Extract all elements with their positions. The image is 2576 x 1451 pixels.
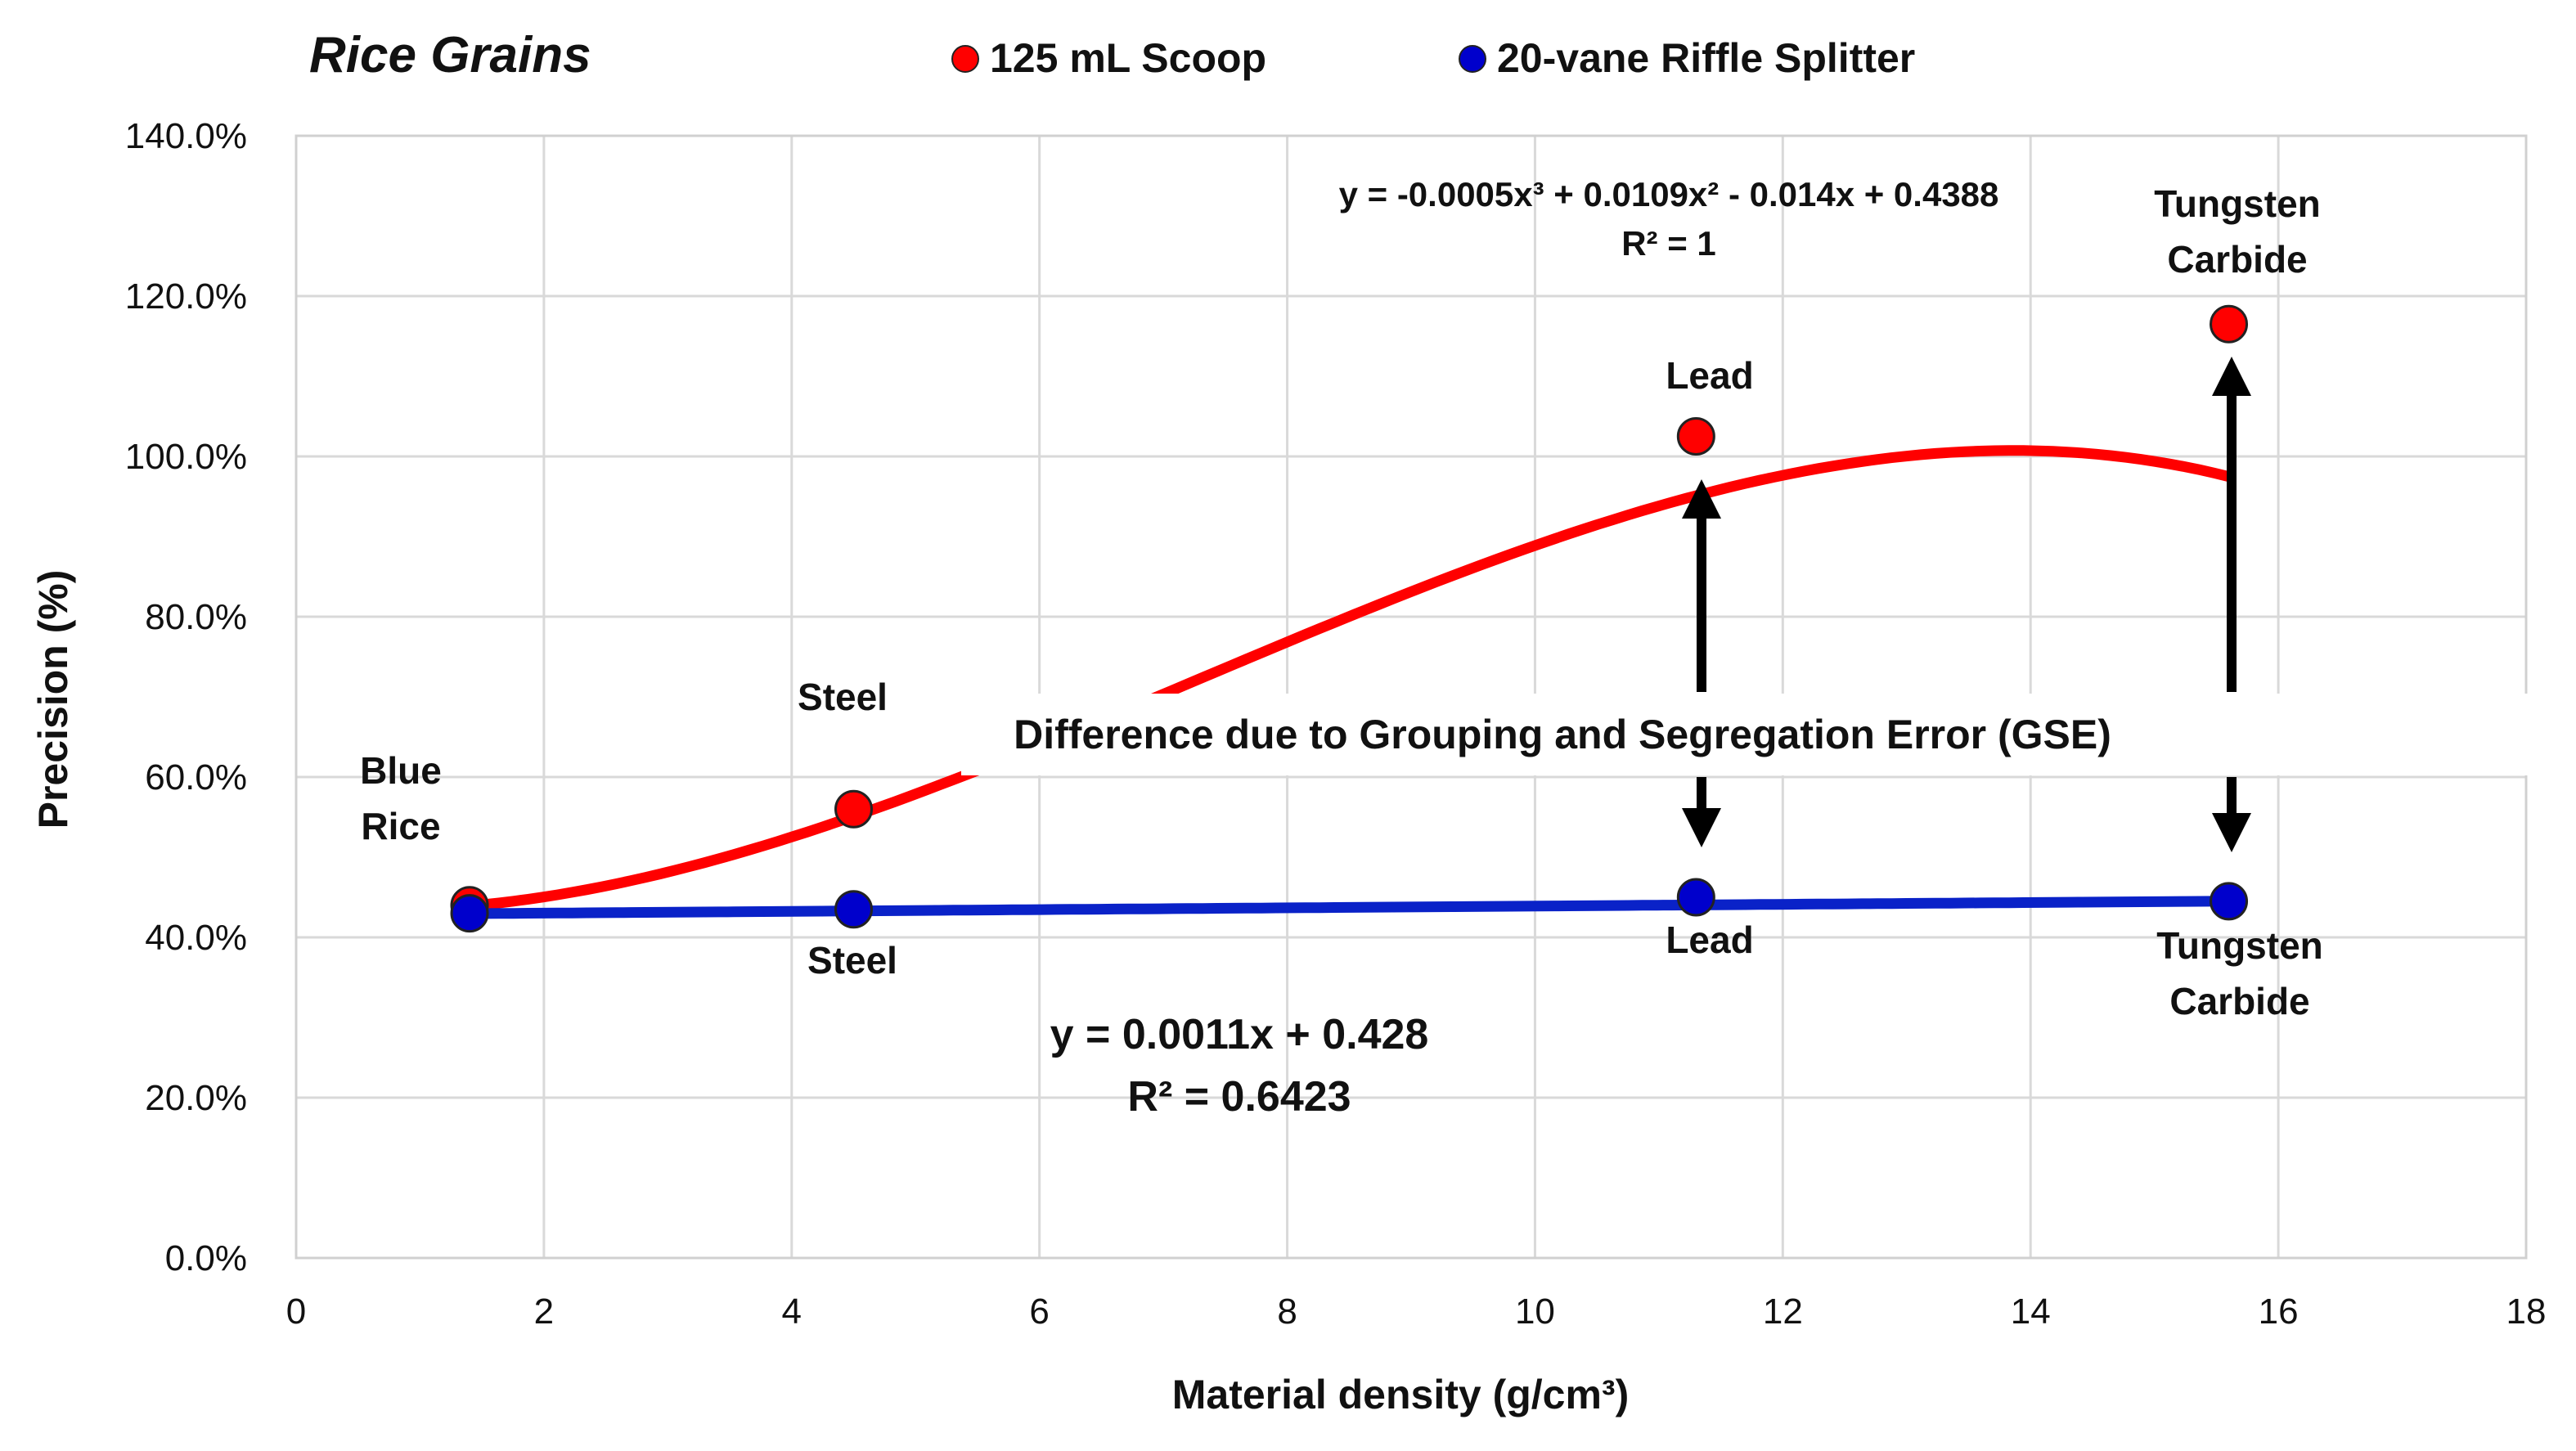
x-tick-label: 12 (1763, 1292, 1803, 1332)
y-tick-label: 40.0% (145, 918, 247, 958)
scoop-point (1676, 417, 1715, 456)
label-scoop-blue-rice-line1: Blue Rice (360, 749, 442, 847)
legend-label-riffle: 20-vane Riffle Splitter (1497, 35, 1915, 81)
label-riffle-lead: Lead (1666, 919, 1753, 961)
y-tick-label: 60.0% (145, 757, 247, 797)
riffle-equation: y = 0.0011x + 0.428 (1050, 1011, 1429, 1058)
y-tick-label: 140.0% (125, 116, 247, 156)
x-tick-label: 8 (1277, 1292, 1297, 1332)
scoop-point (2210, 304, 2249, 344)
y-tick-label: 20.0% (145, 1078, 247, 1118)
x-tick-label: 18 (2506, 1292, 2547, 1332)
x-tick-label: 16 (2259, 1292, 2299, 1332)
x-tick-label: 0 (286, 1292, 306, 1332)
x-tick-label: 10 (1515, 1292, 1555, 1332)
x-tick-label: 14 (2011, 1292, 2051, 1332)
x-tick-label: 4 (782, 1292, 802, 1332)
chart-title: Rice Grains (309, 27, 591, 83)
riffle-point (1676, 878, 1715, 917)
label-scoop-tungsten-carbide: Tungsten Carbide (2154, 182, 2321, 281)
label-riffle-steel: Steel (807, 939, 897, 982)
x-axis-title: Material density (g/cm³) (1172, 1372, 1629, 1417)
scoop-equation: y = -0.0005x³ + 0.0109x² - 0.014x + 0.43… (1339, 175, 1999, 213)
y-axis-title: Precision (%) (30, 570, 76, 829)
riffle-point (2210, 882, 2249, 921)
y-tick-label: 80.0% (145, 597, 247, 637)
y-tick-label: 120.0% (125, 276, 247, 317)
scoop-point (834, 789, 873, 829)
legend-marker-riffle (1459, 45, 1486, 73)
riffle-point (834, 890, 873, 929)
riffle-r2: R² = 0.6423 (1127, 1073, 1351, 1121)
y-tick-label: 0.0% (165, 1238, 247, 1278)
scoop-r2: R² = 1 (1621, 224, 1716, 263)
label-riffle-tungsten-carbide: Tungsten Carbide (2156, 924, 2323, 1022)
label-scoop-lead: Lead (1666, 354, 1753, 397)
x-tick-label: 6 (1029, 1292, 1049, 1332)
riffle-point (450, 894, 489, 933)
gse-annotation-box (961, 694, 2532, 775)
riffle-trendline (464, 896, 2234, 919)
riffle-data-points (450, 878, 2249, 933)
x-axis-tick-labels: 0 2 4 6 8 10 12 14 16 18 (286, 1292, 2547, 1332)
y-axis-tick-labels: 0.0% 20.0% 40.0% 60.0% 80.0% 100.0% 120.0% 140.… (125, 116, 247, 1278)
label-scoop-steel: Steel (798, 676, 888, 718)
gse-arrows (1682, 357, 2251, 852)
gse-annotation-text: Difference due to Grouping and Segregati… (1014, 712, 2111, 757)
scoop-trendline (464, 445, 2234, 912)
legend-marker-scoop (951, 45, 979, 73)
legend-label-scoop: 125 mL Scoop (990, 35, 1266, 81)
y-tick-label: 100.0% (125, 437, 247, 477)
legend: 125 mL Scoop 20-vane Riffle Splitter (951, 35, 1915, 81)
x-tick-label: 2 (534, 1292, 554, 1332)
